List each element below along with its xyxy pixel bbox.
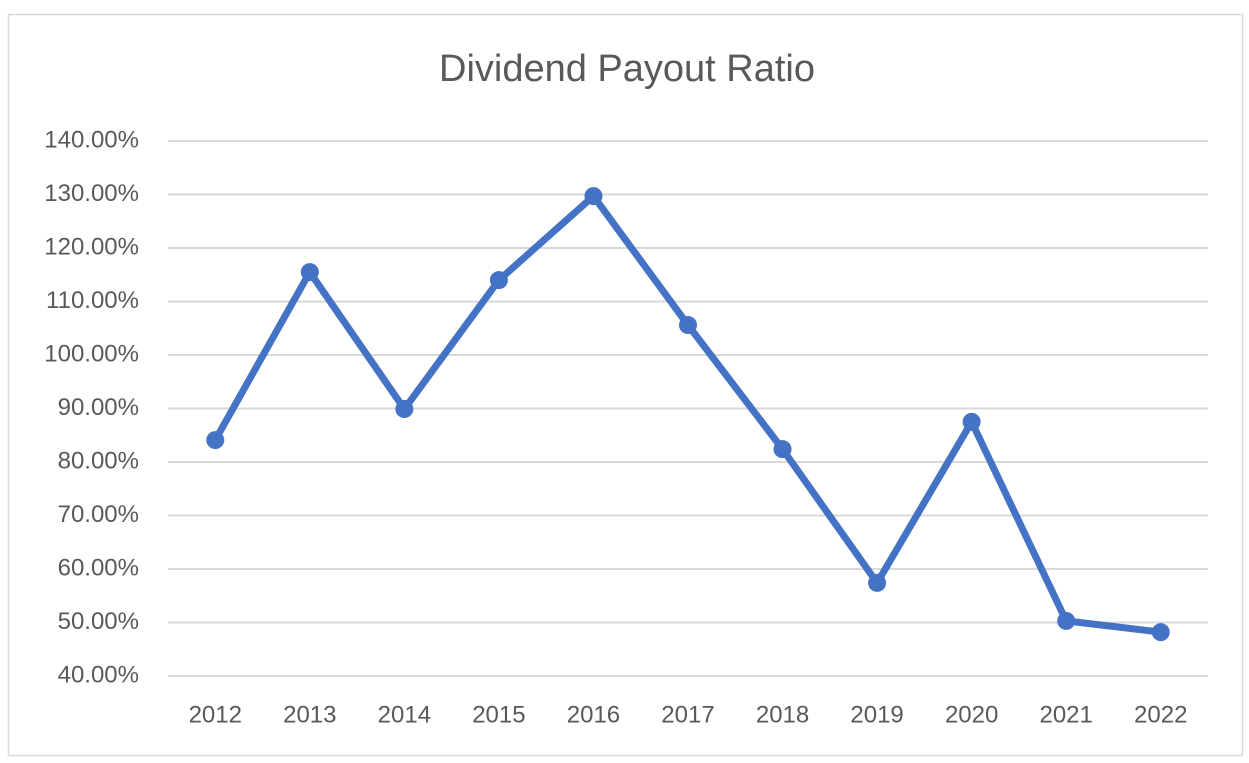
x-tick-label: 2017 [661, 701, 714, 728]
marker [773, 440, 792, 459]
x-tick-label: 2012 [189, 701, 242, 728]
x-tick-label: 2022 [1134, 701, 1187, 728]
series [206, 187, 1170, 642]
y-tick-label: 100.00% [44, 340, 139, 367]
x-tick-label: 2020 [945, 701, 998, 728]
marker [962, 412, 981, 431]
x-tick-label: 2015 [472, 701, 525, 728]
marker [489, 271, 508, 290]
chart-title: Dividend Payout Ratio [439, 48, 815, 90]
y-tick-label: 110.00% [46, 287, 139, 314]
labels: 40.00% 50.00% 60.00% 70.00% 80.00% 90.00% 100.… [44, 126, 1187, 728]
y-tick-label: 40.00% [58, 661, 139, 688]
y-tick-label: 140.00% [44, 126, 139, 153]
x-tick-label: 2018 [756, 701, 809, 728]
y-tick-label: 70.00% [58, 501, 139, 528]
marker [679, 316, 697, 335]
x-tick-label: 2019 [850, 701, 903, 728]
y-tick-label: 80.00% [58, 447, 139, 474]
x-tick-label: 2014 [378, 701, 431, 728]
marker [300, 263, 319, 282]
marker [395, 400, 414, 419]
grid [168, 140, 1208, 677]
y-tick-label: 60.00% [58, 554, 139, 581]
chart-frame [7, 13, 1244, 757]
y-tick-label: 50.00% [58, 608, 139, 635]
marker [1057, 611, 1076, 630]
y-tick-label: 120.00% [44, 233, 139, 260]
marker [868, 573, 887, 592]
marker [206, 431, 225, 450]
marker [584, 187, 603, 206]
y-tick-label: 130.00% [44, 180, 139, 207]
y-tick-label: 90.00% [58, 394, 139, 421]
x-tick-label: 2016 [567, 701, 620, 728]
x-tick-label: 2021 [1039, 701, 1092, 728]
marker [1151, 623, 1170, 642]
x-tick-label: 2013 [283, 701, 336, 728]
